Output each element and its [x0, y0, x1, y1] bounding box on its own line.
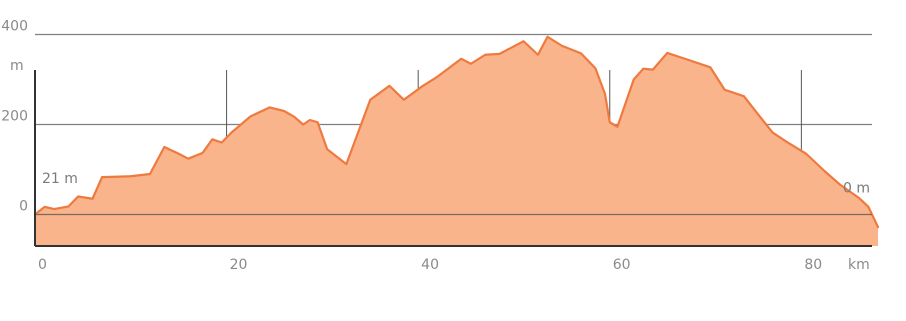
axis-layer [34, 70, 872, 247]
x-axis-unit: km [848, 257, 870, 273]
x-tick-label: 60 [613, 257, 631, 273]
x-tick-label: 0 [38, 257, 47, 273]
label-layer: 0 200 400 0 20 40 60 80 m km 21 m 0 m [1, 19, 870, 274]
area-layer [33, 35, 880, 246]
y-tick-label: 400 [1, 19, 28, 35]
x-tick-label: 20 [230, 257, 248, 273]
x-tick-label: 80 [804, 257, 822, 273]
elevation-line [33, 35, 880, 229]
x-tick-label: 40 [421, 257, 439, 273]
y-tick-label: 200 [1, 109, 28, 125]
start-elevation-label: 21 m [42, 171, 78, 187]
y-axis-unit: m [10, 58, 24, 74]
end-elevation-label: 0 m [843, 181, 870, 197]
y-tick-label: 0 [19, 199, 28, 215]
elevation-area [35, 36, 878, 246]
